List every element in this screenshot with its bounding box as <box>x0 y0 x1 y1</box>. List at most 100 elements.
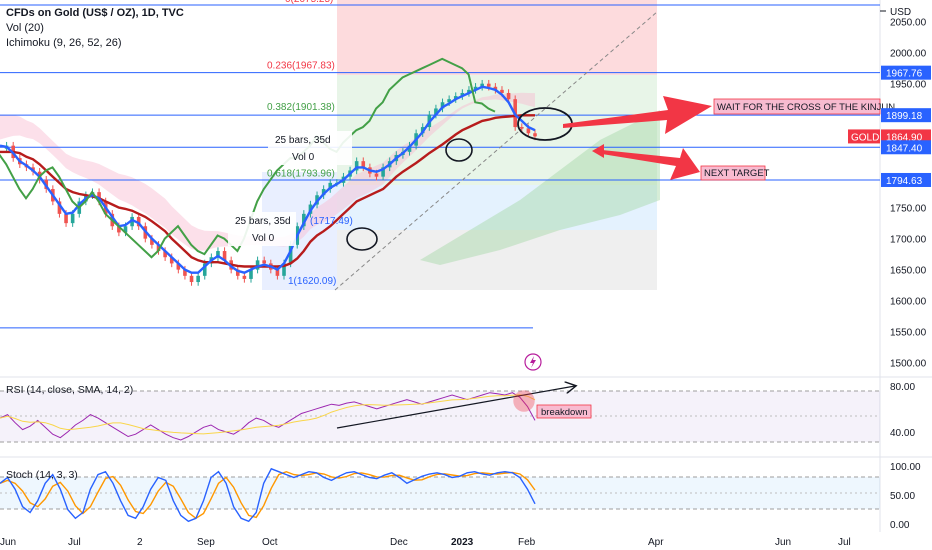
range-info-box-2 <box>228 212 296 246</box>
stoch-axis: 100.00 50.00 0.00 <box>890 462 921 531</box>
candle-body <box>249 269 253 279</box>
price-pane-bg <box>0 0 880 375</box>
candle-body <box>453 96 458 100</box>
currency-label: USD <box>890 7 911 18</box>
stoch-tick-label: 0.00 <box>890 520 910 531</box>
fib-label-5: 1(1620.09) <box>288 276 336 287</box>
time-tick-label: 2 <box>137 537 143 548</box>
candle-body <box>183 269 187 276</box>
fib-label-1: 0.236(1967.83) <box>267 61 335 72</box>
candle-body <box>97 192 101 202</box>
symbol-title[interactable]: CFDs on Gold (US$ / OZ), 1D, TVC <box>6 7 184 19</box>
candle-body <box>176 263 181 270</box>
candle-body <box>486 83 491 87</box>
price-tags: 1967.76 1899.18 1864.90 GOLD 1847.40 1794.63 <box>848 65 931 187</box>
price-tag-bg-4 <box>881 172 931 187</box>
rsi-tick-label: 40.00 <box>890 428 915 439</box>
candle-body <box>64 213 68 224</box>
price-tick-label: 2000.00 <box>890 49 927 60</box>
candle-body <box>117 226 121 233</box>
indicator-lines <box>0 57 536 274</box>
rsi-ma-line <box>0 394 536 435</box>
candle-body <box>163 251 167 258</box>
stoch-legend[interactable]: Stoch (14, 3, 3) <box>6 469 78 481</box>
candle-body <box>460 92 465 97</box>
candle-body <box>506 92 511 100</box>
candle-body <box>262 260 266 264</box>
price-tag-bg-1 <box>881 108 931 123</box>
next-target-text: NEXT TARGET <box>704 168 770 179</box>
candle-body <box>407 145 412 152</box>
vol-legend[interactable]: Vol (20) <box>6 22 44 34</box>
red-arrow-kinjun <box>563 96 712 134</box>
candle-body <box>156 244 161 252</box>
price-tick-label: 1650.00 <box>890 266 927 277</box>
rsi-lines <box>0 392 536 441</box>
fib-zone-blue <box>337 185 657 230</box>
candle-body <box>374 173 379 177</box>
dashed-trendline <box>334 11 658 291</box>
rsi-axis: 80.00 40.00 <box>890 382 915 439</box>
stoch-d-line <box>0 470 536 520</box>
breakdown-label: breakdown <box>541 407 587 418</box>
price-tick-label: 1500.00 <box>890 359 927 370</box>
candle-body <box>434 108 438 115</box>
price-tag-bg-2 <box>881 129 931 144</box>
range-info-box-1 <box>268 131 352 165</box>
kijun-note-bg <box>713 98 881 115</box>
stoch-tick-label: 50.00 <box>890 491 915 502</box>
stoch-k-line <box>0 467 536 523</box>
fib-zone-grey <box>337 230 657 290</box>
candle-body <box>361 161 366 168</box>
candle-body <box>136 216 141 227</box>
candle-body <box>493 86 498 90</box>
candle-body <box>57 201 62 214</box>
range-bars-label-2: 25 bars, 35d <box>235 216 291 227</box>
price-tick-label: 1600.00 <box>890 297 927 308</box>
price-tag-3: 1847.40 <box>886 143 923 154</box>
breakdown-label-bg <box>536 404 592 419</box>
candle-body <box>328 182 333 190</box>
candle-body <box>354 161 359 171</box>
kijun-note-text: WAIT FOR THE CROSS OF THE KINJUN <box>717 102 895 113</box>
candle-body <box>189 275 194 283</box>
price-tag-bg-0 <box>881 65 931 80</box>
candle-body <box>467 89 471 93</box>
lightning-bolt-icon <box>530 356 536 368</box>
price-tick-label: 1550.00 <box>890 328 927 339</box>
chikou-line <box>0 57 496 259</box>
price-tick-label: 1750.00 <box>890 204 927 215</box>
time-axis[interactable]: Jun Jul 2 Sep Oct Dec 2023 Feb Apr Jun Jul <box>0 537 851 548</box>
candle-body <box>123 226 128 233</box>
price-tick-label: 2050.00 <box>890 18 927 29</box>
price-tick-label: 1700.00 <box>890 235 927 246</box>
gold-tag: GOLD <box>851 132 879 143</box>
candle-body <box>216 251 220 258</box>
price-tag-4: 1794.63 <box>886 176 923 187</box>
time-tick-label: Oct <box>262 537 278 548</box>
stoch-lines <box>0 467 536 523</box>
fib-label-2: 0.382(1901.38) <box>267 102 335 113</box>
candle-body <box>282 263 286 276</box>
time-tick-label: Feb <box>518 537 536 548</box>
candle-body <box>480 83 484 87</box>
time-tick-label: Jun <box>775 537 791 548</box>
ichimoku-legend[interactable]: Ichimoku (9, 26, 52, 26) <box>6 37 122 49</box>
red-arrow-head-left <box>592 144 604 158</box>
highlight-ellipse-1 <box>346 227 378 251</box>
fib-label-0: 0(2075.25) <box>285 0 333 5</box>
candle-body <box>235 269 240 276</box>
rsi-legend[interactable]: RSI (14, close, SMA, 14, 2) <box>6 384 133 396</box>
candle-body <box>202 263 207 276</box>
candle-body <box>440 102 445 109</box>
candle-body <box>150 238 154 245</box>
price-tag-2: 1864.90 <box>886 132 923 143</box>
candle-body <box>302 213 306 227</box>
price-tag-0: 1967.76 <box>886 69 923 80</box>
candle-body <box>222 251 227 261</box>
fib-labels: 0(2075.25) 0.236(1967.83) 0.382(1901.38) 0.… <box>267 0 353 287</box>
range-vol-label-1: Vol 0 <box>292 152 315 163</box>
time-tick-label: 2023 <box>451 537 474 548</box>
time-tick-label: Jul <box>838 537 851 548</box>
